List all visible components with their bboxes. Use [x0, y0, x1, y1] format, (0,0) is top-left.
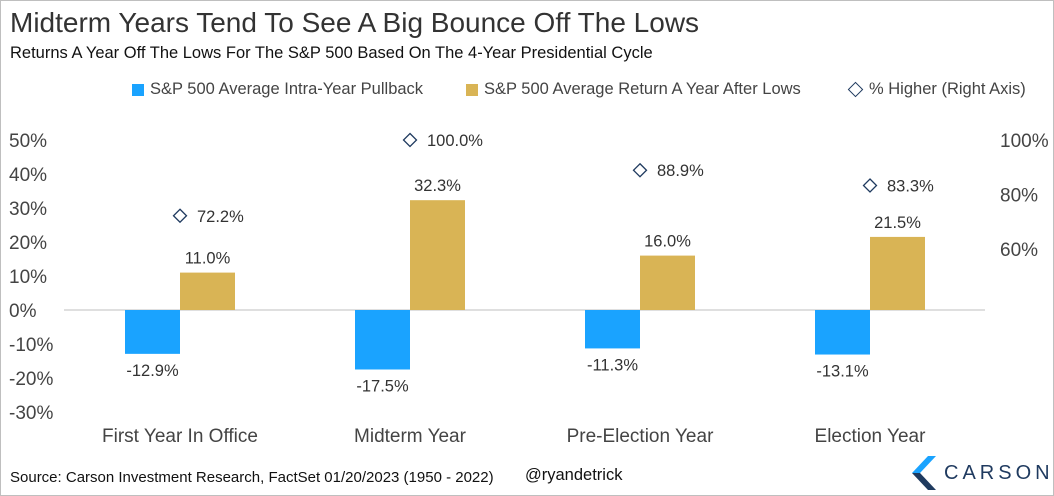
chart-plot-area: 50% 40% 30% 20% 10% 0% -10% -20% -30% 100% 80% 60% -…: [9, 131, 1049, 447]
data-label-return: 21.5%: [874, 214, 921, 232]
data-label-return: 16.0%: [644, 233, 691, 251]
marker-pct-higher-diamond-icon: [172, 208, 188, 224]
data-label-return: 11.0%: [185, 250, 231, 268]
carson-logo-icon: [912, 456, 936, 490]
data-label-pullback: -12.9%: [126, 362, 179, 380]
legend-label-pullback: S&P 500 Average Intra-Year Pullback: [150, 80, 424, 98]
bar-return: [180, 272, 235, 310]
right-axis-tick-label: 80%: [1000, 186, 1038, 207]
chart-title: Midterm Years Tend To See A Big Bounce O…: [10, 7, 700, 38]
left-axis-tick-label: 20%: [9, 233, 47, 254]
left-axis-tick-label: 10%: [9, 267, 47, 288]
legend-swatch-pullback: [132, 83, 144, 96]
data-label-pct-higher: 83.3%: [887, 178, 934, 196]
legend-item-return: S&P 500 Average Return A Year After Lows: [466, 80, 801, 99]
legend-item-pct-higher: % Higher (Right Axis): [847, 80, 1026, 99]
right-axis-tick-label: 60%: [1000, 240, 1038, 261]
bar-return: [640, 255, 695, 310]
left-axis-tick-label: 50%: [9, 131, 47, 152]
left-axis-tick-label: -10%: [9, 335, 53, 356]
bar-pullback: [585, 310, 640, 349]
category-label: First Year In Office: [102, 426, 258, 447]
category-label: Pre-Election Year: [567, 426, 714, 447]
data-label-pct-higher: 72.2%: [197, 208, 244, 226]
data-label-pct-higher: 88.9%: [657, 162, 704, 180]
bar-return: [870, 236, 925, 310]
data-label-pullback: -17.5%: [356, 378, 409, 396]
chart-subtitle: Returns A Year Off The Lows For The S&P …: [10, 44, 653, 62]
category-label: Midterm Year: [354, 426, 467, 447]
data-label-return: 32.3%: [414, 177, 461, 195]
bar-return: [410, 200, 465, 310]
author-handle: @ryandetrick: [525, 466, 623, 484]
legend-label-pct-higher: % Higher (Right Axis): [869, 80, 1026, 98]
legend-swatch-return: [466, 83, 478, 96]
left-axis-tick-label: 40%: [9, 165, 47, 186]
marker-pct-higher-diamond-icon: [632, 162, 648, 178]
bar-pullback: [125, 310, 180, 354]
legend: S&P 500 Average Intra-Year Pullback S&P …: [0, 80, 1054, 104]
bar-pullback: [355, 310, 410, 370]
bar-pullback: [815, 310, 870, 355]
right-axis-tick-label: 100%: [1000, 131, 1049, 152]
marker-pct-higher-diamond-icon: [862, 178, 878, 193]
carson-logo: CARSON: [912, 456, 1054, 490]
left-axis-tick-label: 0%: [9, 301, 37, 322]
data-label-pullback: -11.3%: [587, 356, 638, 374]
source-note: Source: Carson Investment Research, Fact…: [10, 469, 494, 486]
left-axis-tick-label: -30%: [9, 403, 53, 424]
legend-item-pullback: S&P 500 Average Intra-Year Pullback: [132, 80, 423, 99]
left-axis-tick-label: 30%: [9, 199, 47, 220]
category-label: Election Year: [815, 426, 927, 447]
data-label-pullback: -13.1%: [816, 363, 869, 381]
legend-label-return: S&P 500 Average Return A Year After Lows: [484, 80, 801, 98]
marker-pct-higher-diamond-icon: [402, 132, 418, 148]
logo-text: CARSON: [944, 461, 1054, 484]
left-axis-tick-label: -20%: [9, 369, 53, 390]
data-label-pct-higher: 100.0%: [427, 132, 483, 150]
